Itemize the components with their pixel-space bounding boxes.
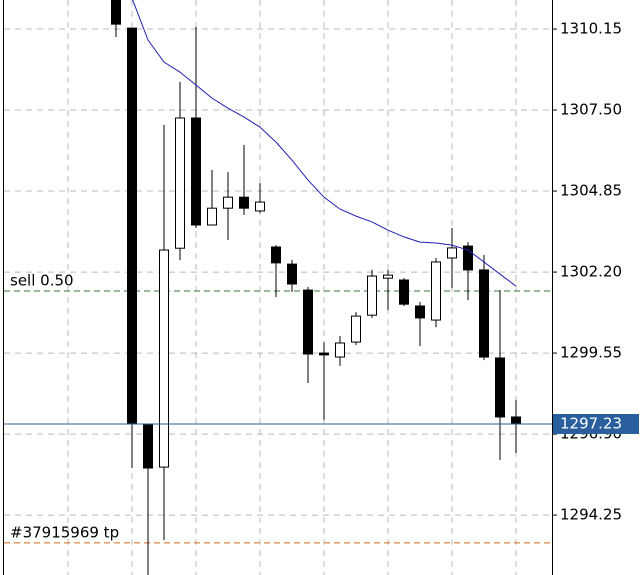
candle-body [287, 263, 297, 285]
candle-body [495, 357, 505, 418]
level-label: #37915969 tp [10, 523, 119, 541]
candle-body [383, 274, 393, 279]
candle-body [127, 27, 137, 425]
candle-body [255, 201, 265, 212]
y-tick-label: 1307.50 [560, 101, 622, 119]
candle-body [159, 249, 169, 468]
y-tick-label: 1294.25 [560, 506, 622, 524]
candle-body [223, 196, 233, 209]
level-label: sell 0.50 [10, 272, 74, 290]
y-tick-label: 1304.85 [560, 182, 622, 200]
candle-body [351, 315, 361, 343]
candle-body [367, 275, 377, 316]
candle-body [303, 289, 313, 355]
candle-body [319, 352, 329, 356]
current-price-badge [553, 413, 639, 434]
y-tick-label: 1299.55 [560, 344, 622, 362]
candle-body [111, 0, 121, 25]
candle-body [271, 246, 281, 264]
candle-body [143, 423, 153, 469]
candle-body [175, 117, 185, 249]
current-price-label: 1297.23 [560, 414, 622, 432]
candle-body [511, 416, 521, 424]
candle-body [431, 261, 441, 321]
candle-body [207, 207, 217, 226]
moving-average [132, 0, 517, 287]
candle-body [463, 245, 473, 271]
candle-body [191, 117, 201, 226]
y-tick-label: 1310.15 [560, 20, 622, 38]
candle-body [239, 196, 249, 209]
candle-body [415, 305, 425, 319]
candle-body [335, 342, 345, 358]
plot-area: sell 0.50 #37915969 tp [4, 0, 552, 575]
candle-body [447, 247, 457, 259]
candle-body [479, 269, 489, 358]
y-tick-label: 1302.20 [560, 263, 622, 281]
candle-body [399, 279, 409, 305]
